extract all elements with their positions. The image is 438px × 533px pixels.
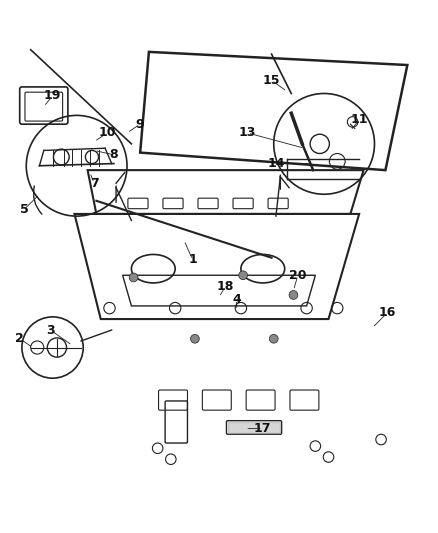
- Text: 5: 5: [20, 203, 28, 216]
- Text: 15: 15: [263, 74, 280, 87]
- Text: 9: 9: [136, 118, 145, 131]
- Text: 16: 16: [379, 306, 396, 319]
- Circle shape: [191, 334, 199, 343]
- Text: 10: 10: [99, 126, 116, 140]
- Circle shape: [239, 271, 247, 280]
- Text: 19: 19: [44, 89, 61, 102]
- Text: 4: 4: [232, 293, 241, 306]
- Text: 11: 11: [350, 114, 368, 126]
- Text: 18: 18: [217, 280, 234, 293]
- Text: 1: 1: [188, 253, 197, 266]
- Text: 13: 13: [239, 126, 256, 140]
- Circle shape: [129, 273, 138, 282]
- Text: 2: 2: [15, 332, 24, 345]
- Text: 20: 20: [289, 269, 307, 282]
- Text: 7: 7: [90, 177, 99, 190]
- Text: 17: 17: [254, 422, 272, 435]
- Text: 14: 14: [267, 157, 285, 170]
- Text: 8: 8: [110, 148, 118, 161]
- Text: 3: 3: [46, 324, 55, 336]
- Circle shape: [289, 290, 298, 300]
- Circle shape: [269, 334, 278, 343]
